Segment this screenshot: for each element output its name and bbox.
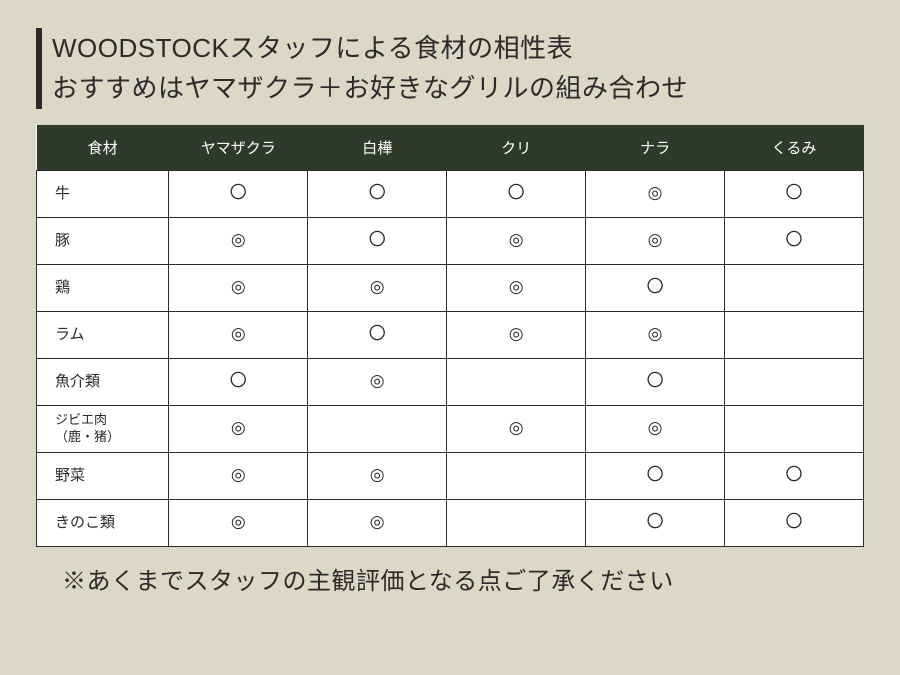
table-row: 鶏◎◎◎〇 xyxy=(37,264,864,311)
rating-cell: 〇 xyxy=(308,170,447,217)
col-header: ナラ xyxy=(586,125,725,171)
table-row: 豚◎〇◎◎〇 xyxy=(37,217,864,264)
row-label: 牛 xyxy=(37,170,169,217)
col-header: くるみ xyxy=(725,125,864,171)
row-label: ジビエ肉（鹿・猪） xyxy=(37,405,169,452)
rating-cell: ◎ xyxy=(308,264,447,311)
table-row: 野菜◎◎〇〇 xyxy=(37,452,864,499)
rating-cell: ◎ xyxy=(169,405,308,452)
row-label: ラム xyxy=(37,311,169,358)
rating-cell: 〇 xyxy=(586,358,725,405)
rating-cell: 〇 xyxy=(308,311,447,358)
rating-cell xyxy=(447,358,586,405)
rating-cell xyxy=(725,405,864,452)
rating-cell xyxy=(308,405,447,452)
row-label: 魚介類 xyxy=(37,358,169,405)
table-row: ジビエ肉（鹿・猪）◎◎◎ xyxy=(37,405,864,452)
col-header: 白樺 xyxy=(308,125,447,171)
rating-cell xyxy=(447,452,586,499)
row-label: きのこ類 xyxy=(37,499,169,546)
title-block: WOODSTOCKスタッフによる食材の相性表 おすすめはヤマザクラ＋お好きなグリ… xyxy=(36,28,864,109)
col-header: 食材 xyxy=(37,125,169,171)
rating-cell: 〇 xyxy=(586,499,725,546)
rating-cell: ◎ xyxy=(308,499,447,546)
rating-cell: 〇 xyxy=(447,170,586,217)
rating-cell: ◎ xyxy=(169,217,308,264)
col-header: ヤマザクラ xyxy=(169,125,308,171)
rating-cell: ◎ xyxy=(308,358,447,405)
rating-cell: ◎ xyxy=(586,311,725,358)
rating-cell: 〇 xyxy=(725,452,864,499)
compatibility-table: 食材 ヤマザクラ 白樺 クリ ナラ くるみ 牛〇〇〇◎〇豚◎〇◎◎〇鶏◎◎◎〇ラ… xyxy=(36,125,864,547)
row-label: 鶏 xyxy=(37,264,169,311)
rating-cell: 〇 xyxy=(308,217,447,264)
rating-cell: 〇 xyxy=(725,217,864,264)
footnote: ※あくまでスタッフの主観評価となる点ご了承ください xyxy=(36,561,864,596)
rating-cell: 〇 xyxy=(169,170,308,217)
rating-cell: 〇 xyxy=(725,499,864,546)
table-row: 魚介類〇◎〇 xyxy=(37,358,864,405)
rating-cell: ◎ xyxy=(169,264,308,311)
rating-cell: ◎ xyxy=(586,405,725,452)
table-row: ラム◎〇◎◎ xyxy=(37,311,864,358)
title-line-1: WOODSTOCKスタッフによる食材の相性表 xyxy=(52,28,864,68)
row-label: 野菜 xyxy=(37,452,169,499)
rating-cell: 〇 xyxy=(725,170,864,217)
rating-cell: ◎ xyxy=(586,170,725,217)
rating-cell: ◎ xyxy=(447,405,586,452)
rating-cell: ◎ xyxy=(308,452,447,499)
rating-cell xyxy=(447,499,586,546)
rating-cell: ◎ xyxy=(169,499,308,546)
row-label: 豚 xyxy=(37,217,169,264)
title-line-2: おすすめはヤマザクラ＋お好きなグリルの組み合わせ xyxy=(52,68,864,108)
table-row: きのこ類◎◎〇〇 xyxy=(37,499,864,546)
rating-cell: 〇 xyxy=(586,452,725,499)
rating-cell: 〇 xyxy=(169,358,308,405)
rating-cell: ◎ xyxy=(447,264,586,311)
col-header: クリ xyxy=(447,125,586,171)
rating-cell: ◎ xyxy=(169,452,308,499)
rating-cell: ◎ xyxy=(169,311,308,358)
table-row: 牛〇〇〇◎〇 xyxy=(37,170,864,217)
rating-cell xyxy=(725,264,864,311)
rating-cell: ◎ xyxy=(447,311,586,358)
rating-cell xyxy=(725,358,864,405)
rating-cell: ◎ xyxy=(586,217,725,264)
rating-cell: 〇 xyxy=(586,264,725,311)
rating-cell xyxy=(725,311,864,358)
rating-cell: ◎ xyxy=(447,217,586,264)
table-header-row: 食材 ヤマザクラ 白樺 クリ ナラ くるみ xyxy=(37,125,864,171)
